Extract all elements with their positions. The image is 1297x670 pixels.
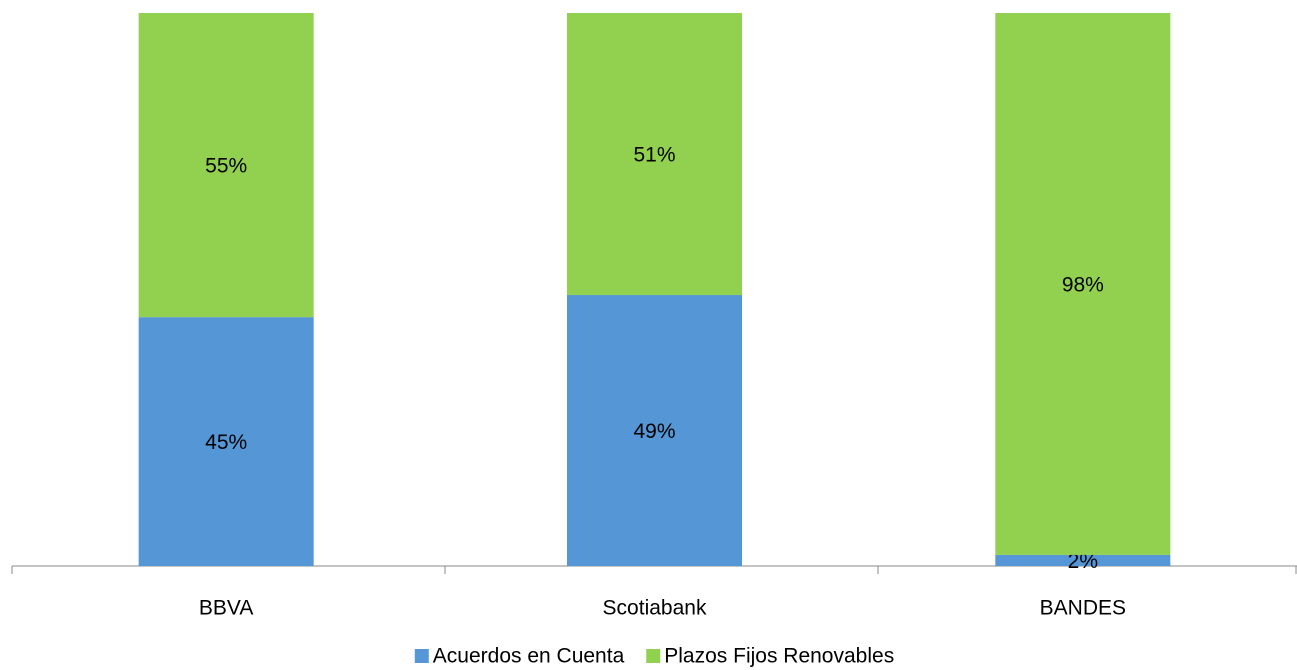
value-label: 49% [633, 420, 675, 443]
bar-segment [995, 13, 1171, 555]
legend-swatch [414, 649, 429, 663]
value-label: 45% [205, 431, 247, 454]
x-tick-label: BBVA [199, 597, 253, 620]
bar-segment [138, 317, 314, 566]
value-label: 51% [633, 144, 675, 167]
bar-segment [995, 554, 1171, 566]
x-tick-label: BANDES [1040, 597, 1126, 620]
value-label: 2% [1068, 550, 1098, 573]
legend-label: Acuerdos en Cuenta [433, 645, 625, 668]
bar-segment [567, 13, 742, 296]
legend-label: Plazos Fijos Renovables [664, 645, 894, 668]
bar-segment [567, 295, 742, 566]
x-tick-label: Scotiabank [603, 597, 707, 620]
value-label: 55% [205, 155, 247, 178]
value-label: 98% [1062, 274, 1104, 297]
bar-segment [138, 13, 314, 318]
legend-swatch [646, 649, 661, 663]
